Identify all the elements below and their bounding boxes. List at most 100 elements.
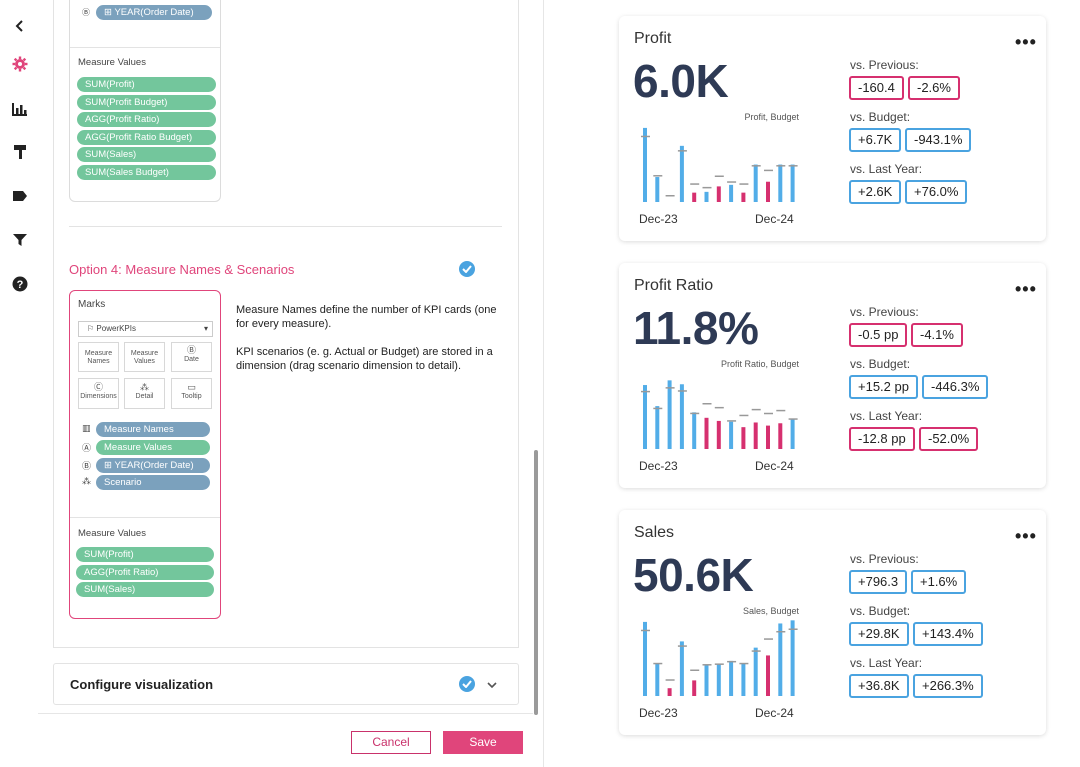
chart-bar — [655, 177, 660, 202]
pill-measure-names: Measure Names — [96, 422, 210, 437]
x-axis-start: Dec-23 — [639, 212, 678, 226]
chart-bar — [643, 385, 647, 449]
detail-icon: ⁂ — [140, 382, 149, 392]
kpi-chart-label: Profit, Budget — [744, 112, 799, 122]
measure-values-label: Measure Values — [78, 528, 146, 539]
date-icon: Ⓑ — [82, 461, 92, 471]
delta-absolute: +15.2 pp — [849, 375, 918, 399]
measure-pill: AGG(Profit Ratio Budget) — [77, 129, 216, 145]
comparison-label: vs. Last Year: — [850, 656, 923, 670]
kpi-card: Profit Ratio 11.8% ••• Profit Ratio, Budget… — [619, 263, 1046, 488]
comparison-label: vs. Previous: — [850, 552, 919, 566]
kpi-title: Sales — [634, 524, 675, 541]
chart-bar — [729, 184, 734, 202]
pill-year-order-date-label: YEAR(Order Date) — [114, 460, 194, 471]
x-axis-start: Dec-23 — [639, 459, 678, 473]
discrete-icon: Ⓑ — [82, 8, 90, 17]
option4-title: Option 4: Measure Names & Scenarios — [69, 262, 295, 277]
mark-type-icon: ⚐ — [87, 324, 95, 333]
measure-pill: SUM(Sales) — [76, 582, 214, 598]
mark-detail[interactable]: ⁂ Detail — [124, 378, 165, 409]
chart-bar — [753, 422, 758, 449]
tag-icon[interactable] — [10, 186, 30, 206]
chevron-down-icon: ▾ — [203, 324, 208, 333]
more-options-icon[interactable]: ••• — [1015, 279, 1037, 299]
delta-percent: +76.0% — [905, 180, 968, 204]
shelf-divider — [70, 517, 220, 518]
check-icon — [459, 676, 475, 692]
measure-values-label: Measure Values — [78, 57, 146, 68]
pill-year: ⊞ YEAR(Order Date) — [96, 5, 212, 20]
x-axis-end: Dec-24 — [755, 706, 794, 720]
chart-bar — [766, 181, 770, 202]
chart-bar — [766, 655, 770, 696]
measure-pill: AGG(Profit Ratio) — [77, 112, 216, 128]
chart-bar — [741, 192, 746, 202]
section-divider — [69, 226, 502, 227]
pill-scenario: Scenario — [96, 475, 210, 490]
delta-absolute: -12.8 pp — [849, 427, 915, 451]
panel-divider — [543, 0, 544, 767]
filter-icon[interactable] — [10, 230, 30, 250]
mark-date[interactable]: Ⓑ Date — [171, 342, 212, 372]
chart-bar — [667, 688, 672, 696]
marks-label: Marks — [78, 299, 106, 310]
help-icon[interactable]: ? — [10, 274, 30, 294]
chart-bar — [790, 164, 795, 202]
configure-title: Configure visualization — [70, 677, 214, 692]
chart-bar — [704, 417, 709, 449]
more-options-icon[interactable]: ••• — [1015, 526, 1037, 546]
kpi-card: Sales 50.6K ••• Sales, Budget Dec-23 Dec-24 vs… — [619, 510, 1046, 735]
x-axis-end: Dec-24 — [755, 212, 794, 226]
chart-bar — [704, 191, 709, 202]
icon-rail: ? — [0, 0, 40, 767]
configure-visualization-section[interactable]: Configure visualization — [53, 663, 519, 705]
chevron-down-icon[interactable] — [486, 677, 498, 695]
mark-dimensions[interactable]: Ⓒ Dimensions — [78, 378, 119, 409]
chart-bar — [679, 145, 684, 202]
settings-icon[interactable] — [10, 54, 30, 74]
scrollbar[interactable] — [534, 450, 538, 715]
delta-absolute: +2.6K — [849, 180, 902, 204]
cancel-button[interactable]: Cancel — [351, 731, 431, 754]
kpi-card: Profit 6.0K ••• Profit, Budget Dec-23 Dec-24 v… — [619, 16, 1046, 241]
measure-pill: SUM(Profit) — [77, 77, 216, 92]
more-options-icon[interactable]: ••• — [1015, 32, 1037, 52]
chart-bar — [667, 380, 672, 449]
delta-absolute: +29.8K — [849, 622, 909, 646]
comparison-label: vs. Last Year: — [850, 162, 923, 176]
measure-pill: SUM(Sales Budget) — [77, 165, 216, 180]
pill-year-label: YEAR(Order Date) — [114, 7, 194, 18]
chart-bar — [741, 427, 746, 449]
chart-bar — [716, 664, 721, 696]
kpi-value: 50.6K — [633, 549, 754, 601]
kpi-title: Profit Ratio — [634, 277, 714, 294]
format-icon[interactable] — [10, 142, 30, 162]
check-icon — [459, 261, 475, 277]
chart-bar — [643, 127, 647, 202]
mark-measure-names[interactable]: Measure Names — [78, 342, 119, 372]
back-icon[interactable] — [10, 16, 30, 36]
mark-date-label: Date — [184, 356, 199, 363]
kpi-value: 6.0K — [633, 55, 729, 107]
marks-dropdown[interactable]: ⚐ PowerKPIs ▾ — [78, 321, 213, 337]
option4-desc-2: KPI scenarios (e. g. Actual or Budget) a… — [236, 346, 493, 372]
chart-bar — [790, 620, 795, 696]
chart-bar — [753, 647, 758, 696]
date-icon: Ⓑ — [186, 345, 196, 355]
save-button[interactable]: Save — [443, 731, 523, 754]
chart-bar — [679, 641, 684, 696]
marks-dropdown-value: PowerKPIs — [96, 324, 136, 333]
delta-percent: +266.3% — [913, 674, 983, 698]
delta-absolute: +36.8K — [849, 674, 909, 698]
pill-year-order-date: ⊞ YEAR(Order Date) — [96, 458, 210, 473]
chart-bar — [655, 663, 660, 696]
measure-pill: AGG(Profit Ratio) — [76, 564, 214, 580]
comparison-label: vs. Budget: — [850, 604, 911, 618]
kpi-bar-chart — [641, 620, 798, 696]
mark-tooltip[interactable]: ▭ Tooltip — [171, 378, 212, 409]
mark-measure-values[interactable]: Measure Values — [124, 342, 165, 372]
chart-icon[interactable] — [10, 99, 30, 119]
delta-percent: -943.1% — [905, 128, 972, 152]
